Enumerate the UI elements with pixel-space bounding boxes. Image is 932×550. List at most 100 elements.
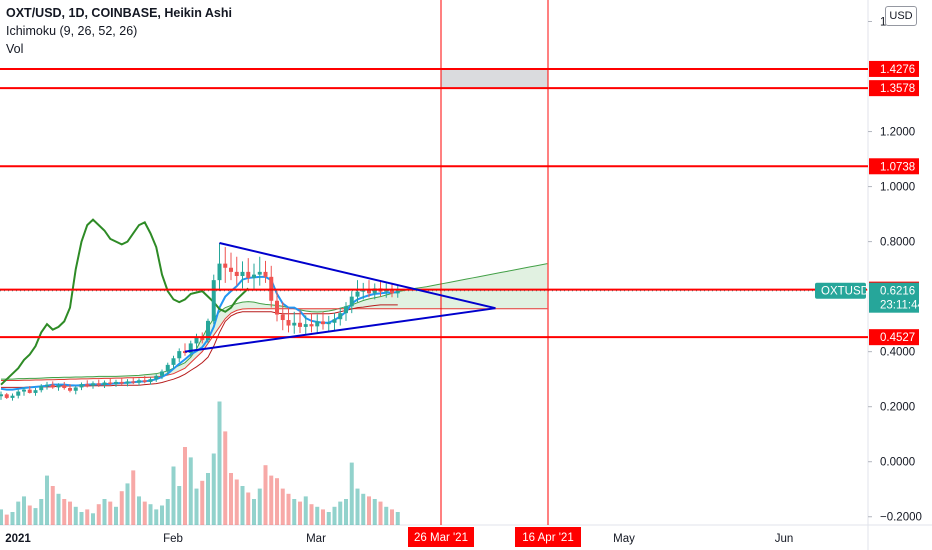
volume-bar	[344, 499, 348, 525]
volume-bar	[252, 499, 256, 525]
candle-body	[315, 321, 320, 327]
candle-body	[27, 389, 32, 393]
volume-bar	[298, 501, 302, 525]
cloud-fill	[1, 263, 548, 381]
candle-body	[22, 389, 26, 392]
candle-body	[298, 322, 302, 327]
candle-body	[4, 394, 9, 398]
candle-body	[257, 271, 262, 275]
candle-body	[114, 381, 118, 384]
candle-body	[79, 384, 84, 388]
candle-body	[73, 387, 78, 391]
volume-bar	[188, 457, 193, 525]
candle-body	[211, 280, 216, 321]
volume-bar	[257, 488, 262, 525]
candle-body	[395, 290, 400, 294]
candle-body	[200, 336, 205, 341]
kijun-sen	[1, 304, 398, 388]
volume-bar	[384, 506, 389, 525]
candle-body	[263, 271, 268, 277]
candle-body	[206, 320, 210, 341]
candle-body	[96, 383, 101, 385]
volume-bar	[280, 488, 285, 525]
volume-bar	[355, 488, 360, 525]
candle-body	[148, 379, 153, 382]
candles	[0, 242, 400, 401]
volume-bar	[50, 486, 55, 525]
candle-body	[102, 382, 107, 385]
x-tick-label: Feb	[163, 533, 183, 545]
candle-body	[338, 313, 343, 320]
volume-bar	[142, 501, 147, 525]
candle-body	[125, 381, 130, 384]
price-axis[interactable]: 1.60001.20001.00000.80000.40000.20000.00…	[815, 17, 925, 524]
volume-bar	[263, 465, 268, 525]
candle-body	[344, 306, 348, 314]
level-price-tag	[869, 158, 919, 175]
candle-body	[56, 385, 61, 388]
x-tick-label: May	[613, 533, 635, 545]
currency-button[interactable]: USD	[885, 6, 917, 26]
candle-body	[10, 395, 15, 398]
volume-bar	[200, 480, 205, 525]
trendline	[184, 307, 496, 353]
candle-body	[62, 385, 67, 388]
volume-bar	[292, 499, 297, 525]
volume-bar	[372, 499, 377, 525]
candle-body	[0, 394, 3, 397]
volume-bar	[148, 504, 153, 525]
volume-bar	[73, 506, 78, 525]
indicator-label[interactable]: Ichimoku (9, 26, 52, 26)	[6, 24, 138, 38]
candle-body	[326, 322, 331, 325]
volume-bar	[160, 505, 164, 525]
volume-bar	[79, 512, 84, 525]
symbol-title[interactable]: OXT/USD, 1D, COINBASE, Heikin Ashi	[6, 6, 232, 20]
time-axis[interactable]: 2021 Feb Mar May Jun 26 Mar '21 16 Apr '21	[5, 527, 793, 547]
symbol-tag-label: OXTUSD	[821, 286, 869, 298]
countdown-label: 23:11:44	[880, 300, 925, 312]
volume-bar	[246, 492, 251, 525]
last-price-label: 0.6216	[880, 286, 915, 298]
volume-bar	[85, 509, 90, 525]
y-tick-label: 0.0000	[880, 457, 915, 469]
volume-bar	[56, 493, 61, 525]
y-tick-label: −0.2000	[880, 512, 922, 524]
candle-body	[286, 320, 291, 326]
candle-body	[229, 267, 233, 272]
volume-bar	[131, 470, 136, 525]
candle-body	[240, 271, 245, 277]
volume-bar	[361, 493, 366, 525]
volume-bar	[137, 496, 141, 525]
candle-body	[137, 380, 141, 383]
volume-bar	[22, 496, 26, 525]
volume-bar	[27, 505, 32, 525]
volume-bar	[303, 496, 308, 525]
volume-label[interactable]: Vol	[6, 42, 24, 56]
y-tick-label: 0.2000	[880, 402, 915, 414]
date-tag-label: 16 Apr '21	[522, 532, 573, 544]
volume-bar	[229, 473, 233, 525]
candle-body	[367, 289, 371, 294]
y-tick-label: 1.2000	[880, 127, 915, 139]
volume-bar	[119, 491, 124, 525]
volume-bar	[16, 501, 21, 525]
volume-bar	[91, 513, 95, 525]
date-range-zone	[440, 68, 549, 89]
level-price-label: 1.0738	[880, 161, 915, 173]
volume-bar	[332, 506, 337, 525]
candle-body	[355, 291, 360, 297]
level-price-tag	[869, 329, 919, 346]
candle-body	[171, 358, 176, 365]
drawings[interactable]	[0, 0, 868, 525]
volume-bar	[211, 453, 216, 525]
volume-bar	[0, 509, 3, 525]
candle-body	[275, 300, 279, 315]
candle-body	[384, 289, 389, 292]
candle-body	[108, 382, 113, 384]
candle-body	[183, 351, 187, 354]
chart-legend: OXT/USD, 1D, COINBASE, Heikin Ashi Ichim…	[6, 4, 232, 58]
volume-bars	[0, 401, 400, 525]
candle-body	[160, 371, 164, 376]
volume-bar	[390, 509, 394, 525]
